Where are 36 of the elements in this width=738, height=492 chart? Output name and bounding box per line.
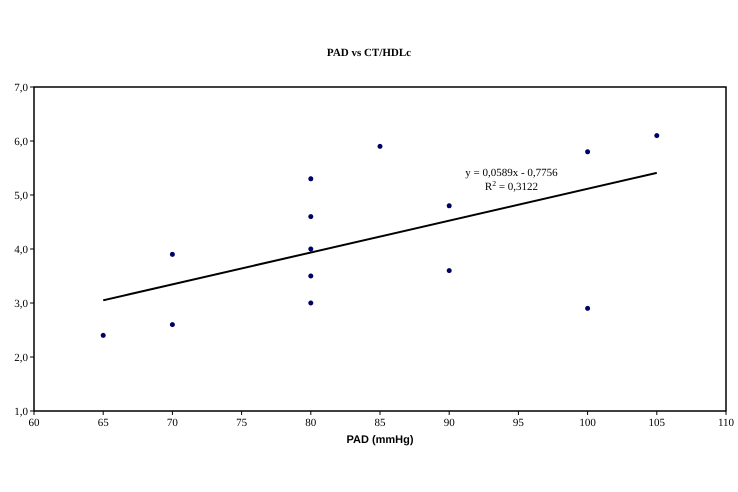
x-tick-label: 90 [444,417,456,429]
point [308,246,314,252]
point [170,252,175,257]
x-tick-label: 105 [648,417,666,429]
point [308,214,314,220]
annotation: y = 0,0589x - 0,7756 [465,167,558,179]
x-tick-label: 85 [374,417,386,429]
point [308,274,314,278]
x-tick-label: 80 [305,417,317,429]
x-tick-label: 95 [512,417,524,429]
x-tick-label: 110 [718,417,735,429]
point [654,133,660,138]
point [308,300,314,306]
point [585,149,590,154]
point [170,322,175,328]
point [100,332,106,338]
y-tick-label: 5,0 [14,190,28,202]
y-tick-label: 1,0 [14,406,28,418]
x-tick-label: 75 [236,417,248,429]
y-tick-label: 2,0 [14,352,28,364]
point [585,306,590,311]
y-tick-label: 3,0 [14,298,28,310]
x-axis-title: PAD (mmHg) [346,434,414,446]
point [308,176,314,182]
chart-title: PAD vs CT/HDLc [326,47,412,59]
point [446,268,452,274]
point [446,203,452,208]
annotation: R$^{2}$ = 0,3122 [484,178,538,193]
x-tick-label: 60 [28,417,40,429]
x-tick-label: 100 [579,417,596,429]
point [378,144,382,149]
y-tick-label: 7,0 [14,82,28,94]
x-tick-label: 65 [98,417,110,429]
y-tick-label: 6,0 [14,136,28,148]
y-tick-label: 4,0 [14,244,28,256]
x-tick-label: 70 [166,417,178,429]
